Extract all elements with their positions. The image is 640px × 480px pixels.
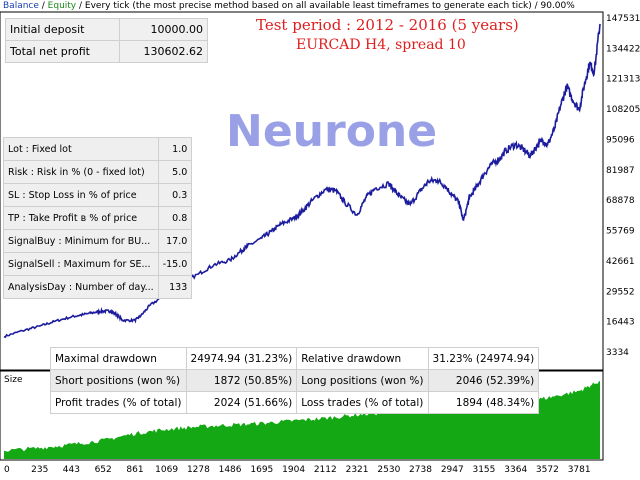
balance-line: [3, 23, 601, 339]
x-tick-label: 2738: [409, 465, 432, 475]
y-ticks-group: 3334 16443 29552 42661 55769 68878 81987 95096 1…: [606, 14, 640, 358]
volume-area: [4, 380, 600, 459]
param-row: SignalSell : Maximum for SE... -15.0: [3, 252, 193, 276]
neurone-watermark: Neurone: [226, 106, 438, 157]
x-tick-label: 1695: [250, 465, 273, 475]
param-row: SL : Stop Loss in % of price 0.3: [3, 183, 193, 207]
stats-value: 2024 (51.66%): [185, 391, 298, 414]
y-tick-label: 55769: [606, 227, 635, 237]
stats-value: 1894 (48.34%): [427, 391, 540, 414]
header-info: Balance / Equity / Every tick (the most …: [3, 1, 575, 11]
param-label: SignalBuy : Minimum for BU...: [3, 229, 159, 253]
y-tick-label: 95096: [606, 135, 635, 145]
x-tick-label: 3155: [472, 465, 495, 475]
param-row: AnalysisDay : Number of day... 133: [3, 275, 193, 299]
param-row: Risk : Risk in % (0 - fixed lot) 5.0: [3, 160, 193, 184]
balance-label[interactable]: Balance: [3, 1, 39, 11]
y-tick-label: 68878: [606, 196, 635, 206]
size-label: Size: [4, 375, 23, 385]
stats-row: Short positions (won %) 1872 (50.85%) Lo…: [50, 369, 540, 392]
stats-label: Maximal drawdown: [50, 347, 187, 370]
param-label: Lot : Fixed lot: [3, 137, 159, 161]
stats-row: Maximal drawdown 24974.94 (31.23%) Relat…: [50, 347, 540, 370]
param-value: 17.0: [157, 229, 193, 253]
param-row: Lot : Fixed lot 1.0: [3, 137, 193, 161]
param-value: 0.3: [157, 183, 193, 207]
param-label: TP : Take Profit в % of price: [3, 206, 159, 230]
net-profit-value: 130602.62: [119, 40, 208, 63]
param-row: SignalBuy : Minimum for BU... 17.0: [3, 229, 193, 253]
x-tick-label: 2530: [377, 465, 400, 475]
stats-value: 24974.94 (31.23%): [185, 347, 298, 370]
stats-value: 1872 (50.85%): [185, 369, 298, 392]
equity-label[interactable]: Equity: [47, 1, 77, 11]
stats-label: Profit trades (% of total): [50, 391, 187, 414]
param-label: SignalSell : Maximum for SE...: [3, 252, 159, 276]
y-tick-label: 3334: [606, 348, 629, 358]
param-row: TP : Take Profit в % of price 0.8: [3, 206, 193, 230]
x-tick-label: 3572: [536, 465, 559, 475]
param-value: 5.0: [157, 160, 193, 184]
x-ticks-group: 0 235 443 652 861 1069 1278 1486 1695 1904 2112 232…: [4, 465, 591, 475]
param-value: -15.0: [157, 252, 193, 276]
stats-label: Long positions (won %): [296, 369, 429, 392]
x-tick-label: 2112: [314, 465, 337, 475]
param-value: 0.8: [157, 206, 193, 230]
stats-row: Profit trades (% of total) 2024 (51.66%)…: [50, 391, 540, 414]
deposit-table: Initial deposit 10000.00 Total net profit…: [4, 18, 208, 63]
x-tick-label: 443: [63, 465, 80, 475]
y-tick-label: 121313: [606, 75, 640, 85]
x-tick-label: 1486: [219, 465, 242, 475]
stats-table: Maximal drawdown 24974.94 (31.23%) Relat…: [50, 347, 540, 414]
stats-value: 2046 (52.39%): [427, 369, 540, 392]
x-tick-label: 2321: [346, 465, 369, 475]
stats-label: Relative drawdown: [296, 347, 429, 370]
volume-area-group: [4, 380, 600, 459]
y-tick-label: 147531: [606, 14, 640, 24]
balance-line-group: [3, 23, 601, 339]
x-tick-label: 1904: [282, 465, 305, 475]
y-tick-label: 29552: [606, 287, 635, 297]
net-profit-label: Total net profit: [4, 40, 121, 63]
stats-label: Short positions (won %): [50, 369, 187, 392]
x-tick-label: 3781: [568, 465, 591, 475]
y-tick-label: 134422: [606, 44, 640, 54]
header-details: / Every tick (the most precise method ba…: [76, 1, 575, 11]
param-label: SL : Stop Loss in % of price: [3, 183, 159, 207]
param-value: 133: [157, 275, 193, 299]
y-tick-label: 81987: [606, 166, 635, 176]
test-period-title: Test period : 2012 - 2016 (5 years): [256, 16, 519, 34]
deposit-row: Initial deposit 10000.00: [4, 18, 208, 41]
stats-value: 31.23% (24974.94): [427, 347, 540, 370]
symbol-title: EURCAD H4, spread 10: [296, 37, 466, 53]
y-tick-label: 16443: [606, 318, 635, 328]
x-tick-label: 652: [95, 465, 112, 475]
header-separator: /: [38, 1, 48, 11]
param-label: Risk : Risk in % (0 - fixed lot): [3, 160, 159, 184]
params-table: Lot : Fixed lot 1.0 Risk : Risk in % (0 -…: [3, 137, 193, 299]
x-tick-label: 1069: [155, 465, 178, 475]
y-tick-label: 42661: [606, 257, 635, 267]
param-value: 1.0: [157, 137, 193, 161]
x-tick-label: 0: [4, 465, 10, 475]
x-tick-label: 2947: [441, 465, 464, 475]
net-profit-row: Total net profit 130602.62: [4, 40, 208, 63]
y-tick-label: 108205: [606, 105, 640, 115]
param-label: AnalysisDay : Number of day...: [3, 275, 159, 299]
deposit-value: 10000.00: [119, 18, 208, 41]
stats-label: Loss trades (% of total): [296, 391, 429, 414]
x-tick-label: 235: [31, 465, 48, 475]
x-tick-label: 3364: [504, 465, 527, 475]
deposit-label: Initial deposit: [4, 18, 121, 41]
x-tick-label: 1278: [187, 465, 210, 475]
x-tick-label: 861: [126, 465, 143, 475]
